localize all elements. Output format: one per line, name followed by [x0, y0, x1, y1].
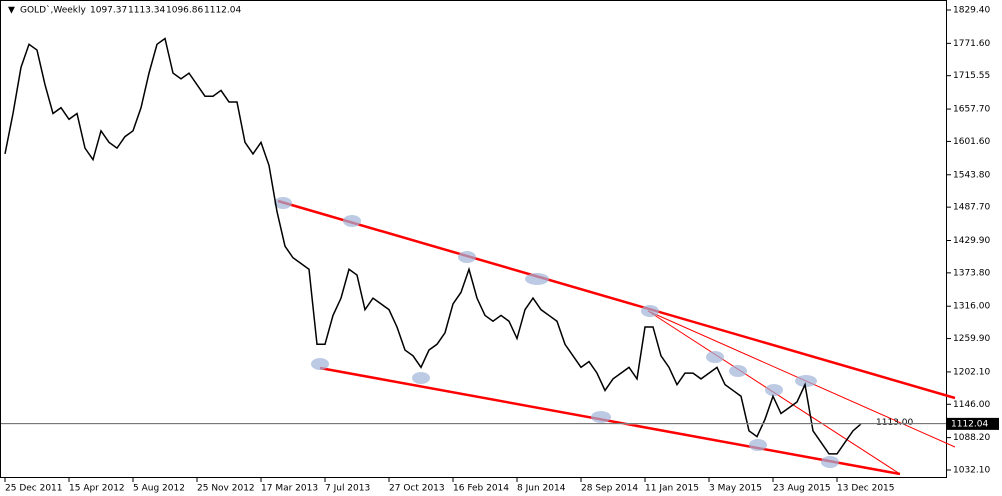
markers [274, 197, 839, 468]
marker [765, 384, 783, 396]
marker [412, 372, 430, 384]
marker [311, 358, 329, 370]
hline-label: 1113.00 [876, 418, 913, 428]
header-arrow: ▼ [8, 6, 15, 16]
plot-frame [0, 0, 947, 478]
marker [795, 375, 817, 387]
low: 1096.86 [166, 6, 203, 16]
x-tick-label: 13 Dec 2015 [837, 484, 895, 494]
x-tick-label: 25 Nov 2012 [197, 484, 255, 494]
last-price-box [947, 417, 999, 430]
x-tick-label: 25 Dec 2011 [5, 484, 63, 494]
x-tick-label: 17 Mar 2013 [261, 484, 318, 494]
marker [343, 215, 361, 227]
y-tick-label: 1429.90 [953, 236, 990, 246]
y-tick-label: 1715.55 [953, 71, 990, 81]
y-tick-label: 1771.60 [953, 39, 990, 49]
marker [749, 439, 767, 451]
x-tick-label: 28 Sep 2014 [581, 484, 638, 494]
open: 1097.37 [90, 6, 127, 16]
marker [729, 365, 747, 377]
y-tick-label: 1146.00 [953, 400, 990, 410]
y-tick-label: 1316.00 [953, 302, 990, 312]
marker [458, 251, 476, 263]
y-tick-label: 1202.10 [953, 367, 990, 377]
marker [525, 273, 549, 285]
x-tick-label: 8 Jun 2014 [517, 484, 566, 494]
y-tick-label: 1259.90 [953, 334, 990, 344]
y-tick-label: 1829.40 [953, 6, 990, 16]
y-tick-label: 1032.10 [953, 466, 990, 476]
x-tick-label: 15 Apr 2012 [69, 484, 125, 494]
marker [706, 351, 724, 363]
y-tick-label: 1487.70 [953, 203, 990, 213]
marker [274, 197, 292, 209]
marker [821, 456, 839, 468]
x-tick-label: 5 Aug 2012 [133, 484, 185, 494]
x-tick-label: 27 Oct 2013 [389, 484, 445, 494]
y-tick-label: 1657.70 [953, 105, 990, 115]
trendline [277, 199, 956, 400]
close: 1112.04 [204, 6, 241, 16]
marker [591, 411, 611, 423]
x-tick-label: 16 Feb 2014 [453, 484, 509, 494]
x-tick-label: 23 Aug 2015 [773, 484, 831, 494]
x-tick-label: 11 Jan 2015 [645, 484, 699, 494]
marker [641, 305, 659, 317]
price-line [4, 37, 862, 455]
last-price-label: 1112.04 [951, 419, 988, 429]
y-tick-label: 1088.20 [953, 433, 990, 443]
y-tick-label: 1543.80 [953, 170, 990, 180]
x-tick-label: 3 May 2015 [709, 484, 762, 494]
y-tick-label: 1373.80 [953, 268, 990, 278]
high: 1113.34 [128, 6, 165, 16]
y-tick-label: 1601.60 [953, 137, 990, 147]
trendline [319, 366, 901, 476]
x-tick-label: 7 Jul 2013 [325, 484, 370, 494]
symbol: GOLD`,Weekly [20, 5, 87, 16]
